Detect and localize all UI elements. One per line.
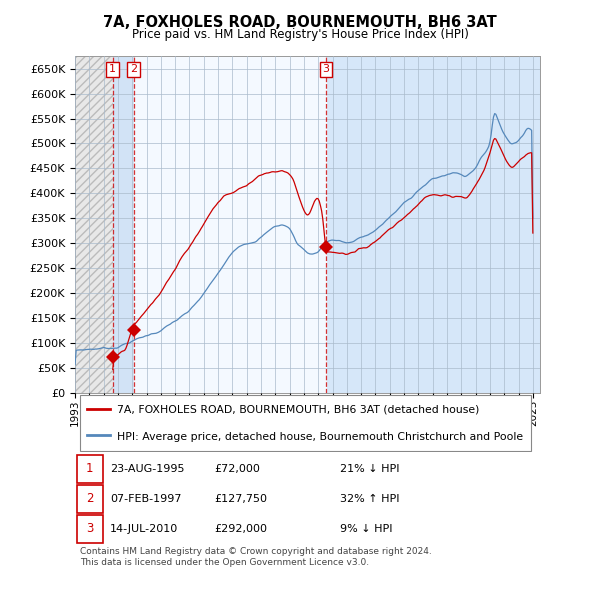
Bar — [134, 56, 326, 394]
Text: 1: 1 — [109, 64, 116, 74]
Text: £127,750: £127,750 — [215, 494, 268, 504]
FancyBboxPatch shape — [77, 454, 103, 483]
Text: 7A, FOXHOLES ROAD, BOURNEMOUTH, BH6 3AT: 7A, FOXHOLES ROAD, BOURNEMOUTH, BH6 3AT — [103, 15, 497, 30]
FancyBboxPatch shape — [77, 484, 103, 513]
Text: 23-AUG-1995: 23-AUG-1995 — [110, 464, 184, 474]
Text: 2: 2 — [86, 492, 94, 505]
Text: £72,000: £72,000 — [215, 464, 260, 474]
Text: £292,000: £292,000 — [215, 524, 268, 534]
Text: 32% ↑ HPI: 32% ↑ HPI — [340, 494, 400, 504]
Text: 3: 3 — [322, 64, 329, 74]
Text: 3: 3 — [86, 522, 94, 535]
FancyBboxPatch shape — [80, 395, 531, 451]
Text: 9% ↓ HPI: 9% ↓ HPI — [340, 524, 392, 534]
Text: 7A, FOXHOLES ROAD, BOURNEMOUTH, BH6 3AT (detached house): 7A, FOXHOLES ROAD, BOURNEMOUTH, BH6 3AT … — [117, 405, 479, 415]
Text: 1: 1 — [86, 462, 94, 475]
Bar — [113, 56, 134, 394]
Text: 14-JUL-2010: 14-JUL-2010 — [110, 524, 178, 534]
Text: HPI: Average price, detached house, Bournemouth Christchurch and Poole: HPI: Average price, detached house, Bour… — [117, 431, 523, 441]
FancyBboxPatch shape — [77, 514, 103, 543]
Text: Contains HM Land Registry data © Crown copyright and database right 2024.
This d: Contains HM Land Registry data © Crown c… — [80, 548, 431, 567]
Bar — [326, 56, 540, 394]
Text: 21% ↓ HPI: 21% ↓ HPI — [340, 464, 400, 474]
Text: 2: 2 — [130, 64, 137, 74]
Text: 07-FEB-1997: 07-FEB-1997 — [110, 494, 181, 504]
Text: Price paid vs. HM Land Registry's House Price Index (HPI): Price paid vs. HM Land Registry's House … — [131, 28, 469, 41]
